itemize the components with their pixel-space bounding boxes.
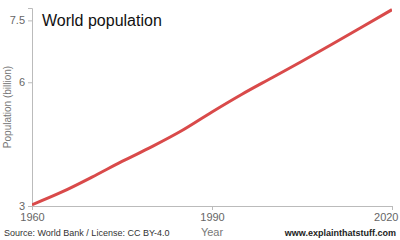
chart: 367.51960 1990 2020 World population Populat… [0, 0, 400, 240]
website-credit: www.explainthatstuff.com [284, 228, 396, 238]
y-tick-mark [28, 206, 32, 207]
plot-area [32, 10, 392, 205]
y-axis-title: Population (billion) [2, 66, 13, 148]
population-line [32, 10, 392, 205]
x-tick-mark [392, 206, 393, 210]
x-axis: 1960 1990 2020 [20, 206, 398, 223]
x-tick: 2020 [374, 206, 398, 223]
x-tick: 1990 [200, 206, 224, 223]
y-axis-line [28, 9, 33, 207]
x-axis-line [33, 207, 393, 211]
y-axis: 367.5 [10, 9, 33, 213]
source-note: Source: World Bank / License: CC BY-4.0 [4, 228, 170, 238]
x-tick: 1960 [20, 206, 44, 223]
y-tick-label: 6 [19, 76, 25, 88]
x-tick-label: 2020 [374, 211, 398, 223]
x-tick-mark [32, 206, 33, 210]
y-tick-label: 7.5 [10, 14, 25, 26]
x-tick-mark [212, 206, 213, 210]
y-tick: 6 [19, 76, 32, 88]
title: World population [42, 12, 162, 29]
y-tick-mark [28, 20, 32, 21]
x-tick-label: 1990 [200, 211, 224, 223]
y-tick: 7.5 [10, 14, 32, 26]
x-axis-title: Year [201, 226, 224, 238]
x-tick-label: 1960 [20, 211, 44, 223]
y-tick-mark [28, 82, 32, 83]
